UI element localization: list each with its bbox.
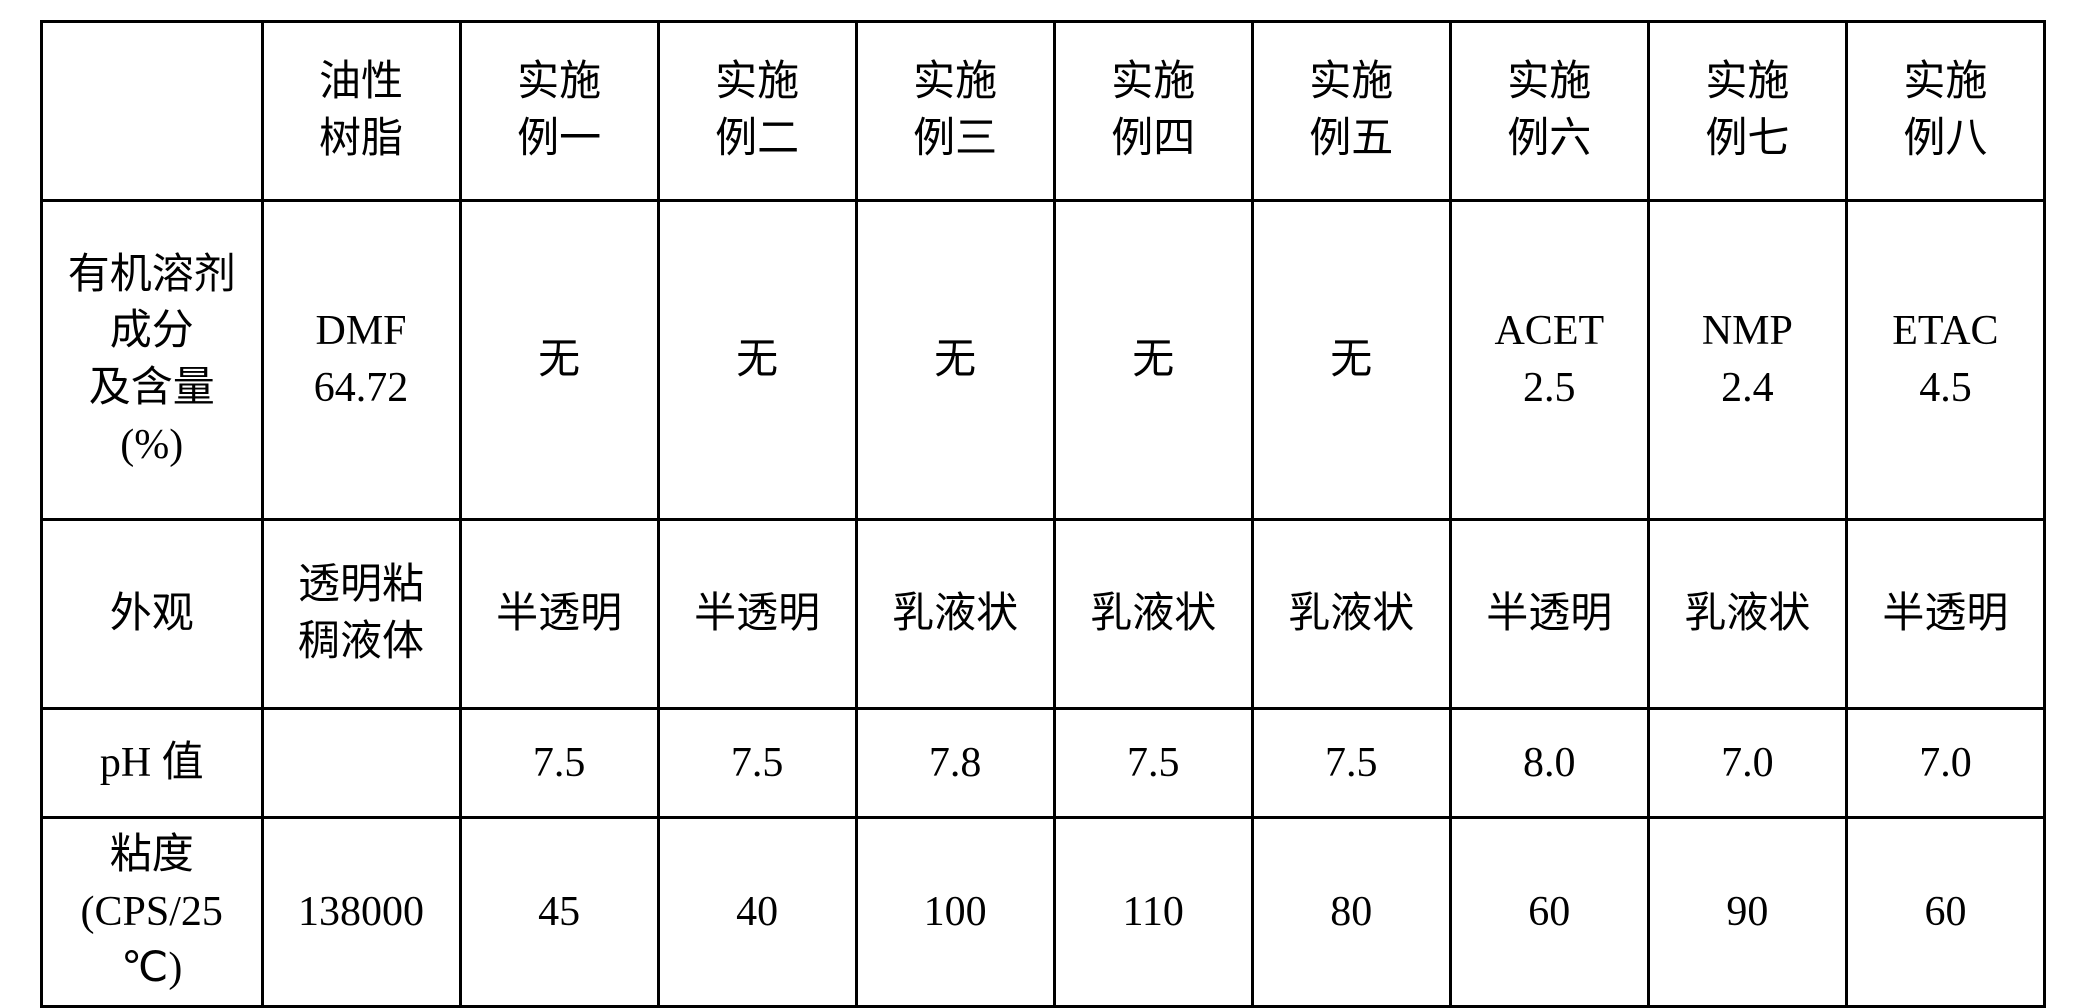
cell-ph-ex7: 7.0 <box>1648 709 1846 818</box>
cell-ph-ex8: 7.0 <box>1846 709 2044 818</box>
header-ex8-line1: 实施 <box>1903 54 1987 111</box>
header-ex7: 实施 例七 <box>1648 22 1846 201</box>
cell-solvent-ex6: ACET 2.5 <box>1450 201 1648 520</box>
header-ex5: 实施 例五 <box>1252 22 1450 201</box>
header-ex5-line2: 例五 <box>1309 111 1393 168</box>
cell-solvent-oily: DMF 64.72 <box>262 201 460 520</box>
cell-appearance-ex3: 乳液状 <box>856 520 1054 709</box>
rowhead-solvent-text: 有机溶剂 成分 及含量 (%) <box>68 252 236 468</box>
cell-ph-ex1: 7.5 <box>460 709 658 818</box>
rowhead-viscosity: 粘度 (CPS/25 ℃) <box>42 818 263 1007</box>
cell-ph-ex6: 8.0 <box>1450 709 1648 818</box>
cell-solvent-ex8: ETAC 4.5 <box>1846 201 2044 520</box>
cell-appearance-ex5: 乳液状 <box>1252 520 1450 709</box>
cell-ph-ex3: 7.8 <box>856 709 1054 818</box>
header-blank <box>42 22 263 201</box>
rowhead-solvent: 有机溶剂 成分 及含量 (%) <box>42 201 263 520</box>
cell-viscosity-ex4: 110 <box>1054 818 1252 1007</box>
row-appearance: 外观 透明粘 稠液体 半透明 半透明 乳液状 乳液状 乳液状 半透明 乳液状 半… <box>42 520 2045 709</box>
header-ex4: 实施 例四 <box>1054 22 1252 201</box>
header-oily-resin: 油性 树脂 <box>262 22 460 201</box>
cell-viscosity-ex2: 40 <box>658 818 856 1007</box>
row-solvent: 有机溶剂 成分 及含量 (%) DMF 64.72 无 无 无 无 无 ACET… <box>42 201 2045 520</box>
header-ex8-line2: 例八 <box>1903 111 1987 168</box>
header-ex5-line1: 实施 <box>1309 54 1393 111</box>
cell-appearance-ex1: 半透明 <box>460 520 658 709</box>
cell-appearance-ex8: 半透明 <box>1846 520 2044 709</box>
header-ex6: 实施 例六 <box>1450 22 1648 201</box>
page: 油性 树脂 实施 例一 实施 例二 实施 例三 <box>0 0 2086 993</box>
cell-appearance-oily: 透明粘 稠液体 <box>262 520 460 709</box>
cell-viscosity-ex8: 60 <box>1846 818 2044 1007</box>
header-ex6-line1: 实施 <box>1507 54 1591 111</box>
cell-solvent-ex5: 无 <box>1252 201 1450 520</box>
cell-viscosity-ex3: 100 <box>856 818 1054 1007</box>
header-oily-line2: 树脂 <box>319 111 403 168</box>
header-ex3-line1: 实施 <box>913 54 997 111</box>
cell-solvent-ex3: 无 <box>856 201 1054 520</box>
header-ex2: 实施 例二 <box>658 22 856 201</box>
cell-solvent-ex2: 无 <box>658 201 856 520</box>
comparison-table: 油性 树脂 实施 例一 实施 例二 实施 例三 <box>40 20 2046 1008</box>
header-ex3-line2: 例三 <box>913 111 997 168</box>
cell-ph-oily <box>262 709 460 818</box>
cell-appearance-ex2: 半透明 <box>658 520 856 709</box>
header-ex6-line2: 例六 <box>1507 111 1591 168</box>
row-viscosity: 粘度 (CPS/25 ℃) 138000 45 40 100 110 80 60… <box>42 818 2045 1007</box>
cell-viscosity-ex6: 60 <box>1450 818 1648 1007</box>
header-ex7-line2: 例七 <box>1705 111 1789 168</box>
header-oily-line1: 油性 <box>319 54 403 111</box>
table-header-row: 油性 树脂 实施 例一 实施 例二 实施 例三 <box>42 22 2045 201</box>
header-ex4-line1: 实施 <box>1111 54 1195 111</box>
header-ex7-line1: 实施 <box>1705 54 1789 111</box>
cell-ph-ex5: 7.5 <box>1252 709 1450 818</box>
cell-appearance-ex7: 乳液状 <box>1648 520 1846 709</box>
cell-viscosity-ex1: 45 <box>460 818 658 1007</box>
rowhead-ph: pH 值 <box>42 709 263 818</box>
header-ex2-line2: 例二 <box>715 111 799 168</box>
cell-viscosity-oily: 138000 <box>262 818 460 1007</box>
cell-appearance-ex4: 乳液状 <box>1054 520 1252 709</box>
cell-solvent-ex4: 无 <box>1054 201 1252 520</box>
header-ex1-line1: 实施 <box>517 54 601 111</box>
rowhead-appearance: 外观 <box>42 520 263 709</box>
header-ex1: 实施 例一 <box>460 22 658 201</box>
cell-solvent-ex1: 无 <box>460 201 658 520</box>
header-ex8: 实施 例八 <box>1846 22 2044 201</box>
cell-viscosity-ex7: 90 <box>1648 818 1846 1007</box>
header-ex4-line2: 例四 <box>1111 111 1195 168</box>
cell-viscosity-ex5: 80 <box>1252 818 1450 1007</box>
cell-ph-ex4: 7.5 <box>1054 709 1252 818</box>
row-ph: pH 值 7.5 7.5 7.8 7.5 7.5 8.0 7.0 7.0 <box>42 709 2045 818</box>
cell-solvent-ex7: NMP 2.4 <box>1648 201 1846 520</box>
cell-appearance-ex6: 半透明 <box>1450 520 1648 709</box>
header-ex1-line2: 例一 <box>517 111 601 168</box>
header-ex2-line1: 实施 <box>715 54 799 111</box>
header-ex3: 实施 例三 <box>856 22 1054 201</box>
cell-ph-ex2: 7.5 <box>658 709 856 818</box>
